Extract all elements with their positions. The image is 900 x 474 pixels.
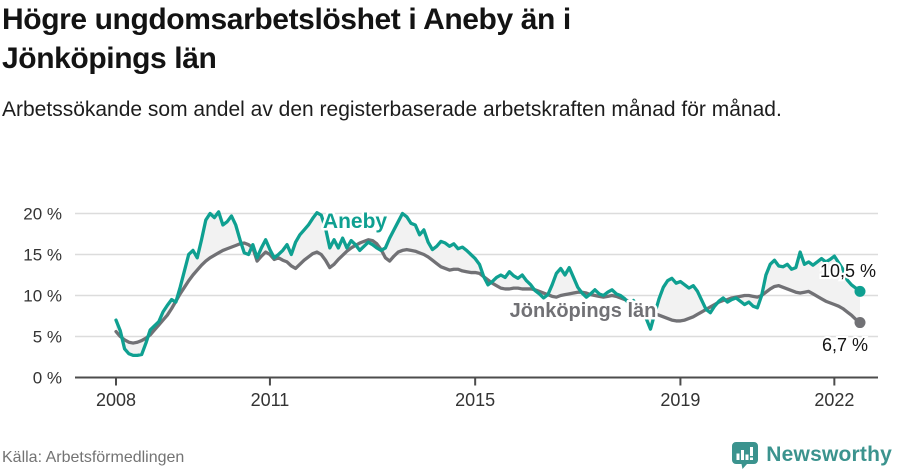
newsworthy-wordmark: Newsworthy: [766, 443, 892, 466]
x-tick-label: 2011: [251, 390, 290, 410]
chart-title: Högre ungdomsarbetslöshet i Aneby än i J…: [2, 3, 571, 75]
y-tick-label: 20 %: [23, 205, 62, 224]
aneby-series-label: Aneby: [323, 210, 388, 233]
chart-subtitle: Arbetssökande som andel av den registerb…: [2, 98, 782, 121]
county-end-dot: [854, 317, 866, 329]
y-tick-label: 15 %: [23, 246, 62, 265]
x-tick-label: 2015: [455, 390, 495, 410]
newsworthy-bar-chart-bubble-icon: [732, 442, 759, 469]
county-series-label: Jönköpings län: [510, 300, 657, 322]
y-tick-label: 0 %: [33, 369, 62, 388]
newsworthy-logo[interactable]: Newsworthy: [731, 441, 892, 469]
x-tick-label: 2022: [814, 390, 854, 410]
aneby-end-dot: [854, 285, 866, 297]
x-tick-label: 2008: [96, 390, 136, 410]
county-end-value-label: 6,7 %: [822, 335, 868, 355]
x-tick-label: 2019: [660, 390, 700, 410]
y-tick-label: 5 %: [33, 328, 62, 347]
source-note: Källa: Arbetsförmedlingen: [2, 449, 185, 466]
y-tick-label: 10 %: [23, 287, 62, 306]
aneby-line: [114, 210, 862, 358]
county-line: [114, 238, 862, 345]
aneby-end-value-label: 10,5 %: [820, 261, 876, 281]
